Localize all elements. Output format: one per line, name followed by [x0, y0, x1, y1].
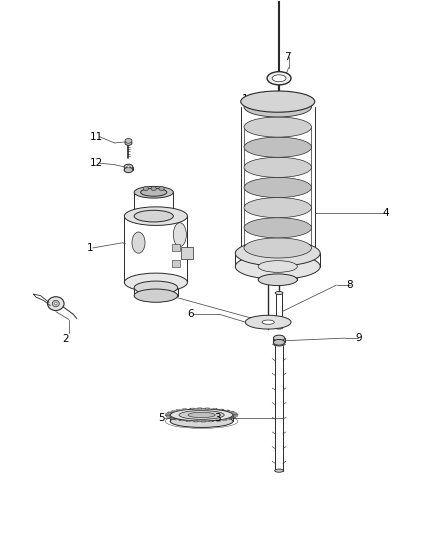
Ellipse shape [244, 157, 311, 177]
Ellipse shape [235, 254, 320, 279]
Ellipse shape [244, 198, 311, 217]
Ellipse shape [244, 117, 311, 137]
Polygon shape [224, 410, 230, 411]
Ellipse shape [159, 187, 164, 191]
Ellipse shape [244, 137, 311, 157]
Bar [173, 260, 180, 266]
Ellipse shape [235, 240, 320, 266]
Text: 8: 8 [346, 280, 353, 290]
Text: 12: 12 [90, 158, 103, 168]
Ellipse shape [52, 301, 59, 307]
Polygon shape [233, 414, 238, 415]
Polygon shape [176, 409, 182, 410]
Ellipse shape [272, 104, 286, 111]
Ellipse shape [124, 273, 187, 292]
Text: 3: 3 [214, 413, 221, 423]
Ellipse shape [262, 320, 274, 324]
Ellipse shape [54, 303, 57, 305]
Ellipse shape [47, 297, 64, 311]
Polygon shape [230, 417, 236, 418]
Ellipse shape [244, 238, 311, 258]
Polygon shape [232, 416, 238, 417]
Ellipse shape [143, 187, 148, 191]
Text: 7: 7 [284, 52, 291, 61]
Ellipse shape [173, 223, 186, 247]
Polygon shape [179, 420, 185, 421]
Ellipse shape [258, 261, 297, 272]
Ellipse shape [273, 335, 285, 341]
Ellipse shape [244, 217, 311, 238]
Polygon shape [226, 418, 233, 419]
Polygon shape [208, 421, 214, 422]
Polygon shape [194, 421, 198, 422]
Ellipse shape [179, 410, 224, 419]
Ellipse shape [245, 316, 291, 329]
Ellipse shape [275, 469, 283, 472]
Text: 10: 10 [242, 94, 255, 104]
Ellipse shape [125, 139, 132, 143]
Text: 1: 1 [87, 243, 94, 253]
Ellipse shape [273, 340, 285, 345]
Polygon shape [167, 412, 173, 413]
Ellipse shape [244, 97, 311, 117]
Polygon shape [173, 419, 180, 420]
Polygon shape [182, 408, 188, 410]
Ellipse shape [272, 75, 286, 82]
Polygon shape [198, 408, 201, 409]
Text: 11: 11 [90, 132, 103, 142]
Ellipse shape [241, 91, 315, 112]
Polygon shape [231, 413, 237, 414]
Polygon shape [205, 408, 210, 409]
Ellipse shape [134, 289, 178, 302]
Bar [173, 244, 180, 251]
Polygon shape [228, 411, 234, 413]
Ellipse shape [275, 292, 283, 295]
Polygon shape [166, 416, 172, 417]
Ellipse shape [127, 166, 130, 168]
Polygon shape [221, 419, 227, 421]
Polygon shape [201, 421, 206, 422]
Polygon shape [218, 409, 224, 410]
Text: 5: 5 [158, 413, 165, 423]
Ellipse shape [170, 415, 233, 427]
Bar [181, 247, 193, 259]
Ellipse shape [274, 342, 284, 346]
Ellipse shape [132, 232, 145, 253]
Text: 2: 2 [63, 334, 69, 344]
Text: 9: 9 [355, 333, 362, 343]
Ellipse shape [124, 207, 187, 225]
Polygon shape [165, 415, 170, 416]
Text: 4: 4 [382, 208, 389, 219]
Ellipse shape [244, 177, 311, 198]
Ellipse shape [258, 274, 297, 286]
Polygon shape [169, 418, 175, 419]
Ellipse shape [141, 188, 167, 196]
Ellipse shape [134, 187, 173, 198]
Ellipse shape [124, 167, 133, 173]
Ellipse shape [272, 100, 286, 107]
Ellipse shape [124, 164, 133, 169]
Ellipse shape [134, 281, 178, 294]
Polygon shape [186, 421, 191, 422]
Ellipse shape [125, 141, 132, 146]
Polygon shape [215, 420, 221, 422]
Ellipse shape [275, 326, 283, 329]
Ellipse shape [134, 211, 173, 222]
Text: 6: 6 [187, 309, 194, 319]
Ellipse shape [267, 71, 291, 85]
Ellipse shape [170, 409, 233, 421]
Polygon shape [190, 408, 194, 409]
Polygon shape [171, 410, 177, 411]
Ellipse shape [188, 413, 215, 418]
Ellipse shape [151, 187, 156, 191]
Polygon shape [212, 408, 217, 409]
